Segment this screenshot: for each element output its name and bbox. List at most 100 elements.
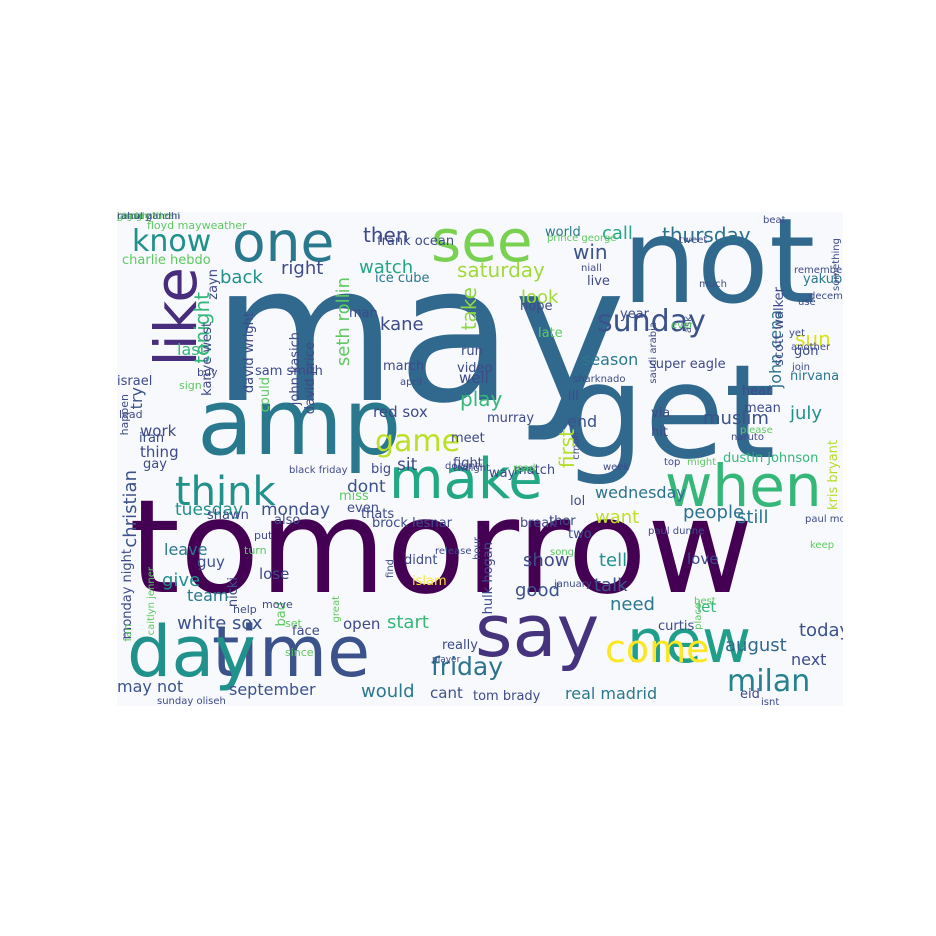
cloud-word: tom brady	[473, 689, 541, 704]
cloud-word: let	[697, 598, 717, 616]
cloud-word: christian	[120, 470, 141, 548]
cloud-word: sun	[795, 327, 831, 351]
cloud-word: end	[567, 412, 598, 431]
cloud-word: didnt	[404, 553, 438, 568]
cloud-word: sunday oliseh	[157, 696, 226, 707]
cloud-word: lose	[259, 565, 290, 583]
cloud-word: tweet	[679, 235, 708, 246]
cloud-word: august	[725, 635, 787, 656]
cloud-word: seth rollin	[333, 277, 354, 367]
cloud-word: tuesday	[175, 500, 244, 520]
cloud-word: cmon	[571, 432, 582, 460]
cloud-word: place	[693, 603, 704, 630]
cloud-word: put	[254, 529, 273, 542]
cloud-word: player	[432, 655, 461, 665]
cloud-word: need	[610, 594, 655, 615]
cloud-word: day	[127, 611, 256, 693]
cloud-word: gay	[143, 457, 167, 472]
cloud-word: naruto	[731, 432, 764, 443]
cloud-word: march	[383, 359, 425, 374]
cloud-word: milan	[727, 664, 811, 699]
cloud-word: season	[582, 350, 639, 369]
cloud-word: charlie hebdo	[122, 253, 211, 268]
cloud-word: then	[363, 223, 409, 247]
cloud-word: google	[117, 212, 151, 222]
cloud-word: tomorrow	[129, 471, 754, 623]
cloud-word: team	[187, 586, 229, 605]
cloud-word: sunday	[597, 304, 706, 339]
cloud-word: last	[177, 340, 206, 359]
cloud-word: kane	[380, 314, 424, 335]
cloud-word: friday	[431, 652, 504, 681]
cloud-word: amp	[197, 369, 402, 476]
cloud-word: scott walker	[772, 287, 787, 366]
cloud-word: may	[212, 224, 626, 445]
cloud-word: one	[232, 212, 335, 274]
cloud-word: when	[665, 452, 822, 520]
cloud-word: late	[538, 326, 563, 341]
cloud-word: look	[521, 287, 559, 308]
cloud-word: wednesday	[595, 483, 686, 502]
cloud-word: kris bryant	[826, 440, 841, 510]
cloud-word: hope	[520, 299, 553, 314]
cloud-word: call	[602, 223, 633, 244]
cloud-word: sign	[179, 379, 202, 392]
cloud-word: fan	[121, 624, 134, 642]
cloud-word: frank ocean	[377, 234, 455, 249]
cloud-word: thor	[549, 514, 576, 529]
cloud-word: give	[162, 570, 201, 591]
cloud-word: also	[274, 513, 301, 528]
cloud-word: thats	[361, 507, 395, 522]
cloud-word: december	[809, 291, 843, 302]
cloud-word: curtis	[658, 619, 695, 634]
cloud-word: twilight	[453, 463, 491, 474]
cloud-word: say	[475, 589, 600, 673]
cloud-word: join	[792, 362, 811, 373]
cloud-word: zayn	[206, 269, 221, 300]
cloud-word: gon	[794, 344, 819, 359]
cloud-word: game	[375, 424, 461, 459]
cloud-word: set	[285, 617, 302, 630]
cloud-word: song	[550, 547, 575, 558]
cloud-word: still	[737, 507, 769, 528]
cloud-word: paul dunne	[648, 526, 705, 537]
cloud-word: cant	[430, 684, 463, 702]
cloud-word: islam	[412, 574, 447, 589]
cloud-word: much	[699, 279, 727, 290]
cloud-word: face	[292, 624, 320, 639]
cloud-word: make	[389, 447, 543, 512]
cloud-word: guy	[197, 553, 225, 571]
cloud-word: well	[459, 369, 489, 387]
cloud-word: rousey	[117, 212, 151, 222]
cloud-word: september	[229, 680, 316, 699]
cloud-word: dustin johnson	[723, 451, 819, 466]
cloud-word: buy	[197, 366, 218, 379]
cloud-word: hear	[742, 384, 772, 399]
cloud-word: best	[694, 596, 716, 607]
cloud-word: sit	[397, 455, 418, 475]
cloud-word: today	[799, 620, 843, 641]
cloud-word: video	[457, 361, 493, 376]
cloud-word: see	[431, 212, 533, 275]
cloud-word: leave	[164, 540, 208, 559]
cloud-word: try	[127, 387, 146, 410]
cloud-word: big brother	[117, 212, 173, 222]
cloud-word: fight	[453, 456, 483, 471]
cloud-word: israel	[117, 374, 153, 389]
cloud-word: week	[603, 462, 630, 473]
cloud-word: real madrid	[565, 684, 658, 703]
cloud-word: even	[347, 501, 379, 516]
cloud-word: love	[687, 550, 719, 568]
cloud-word: take	[457, 287, 481, 331]
cloud-word: year	[620, 307, 650, 322]
cloud-word: prince george	[547, 233, 617, 244]
cloud-word: dont	[347, 477, 386, 497]
cloud-word: remember	[794, 265, 843, 276]
cloud-word: iran	[139, 431, 165, 446]
cloud-word: new	[627, 607, 752, 677]
cloud-word: might	[687, 457, 717, 468]
cloud-word: talk	[594, 575, 628, 596]
cloud-word: tell	[599, 550, 628, 571]
cloud-word: shawn	[207, 508, 249, 523]
cloud-word: really	[442, 638, 478, 653]
